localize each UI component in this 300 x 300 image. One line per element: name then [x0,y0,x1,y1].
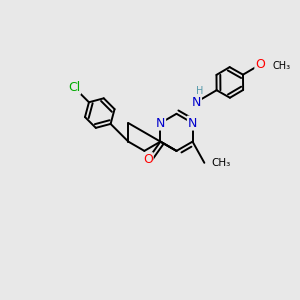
Text: O: O [143,153,153,166]
Text: Cl: Cl [68,81,80,94]
Text: N: N [192,96,201,109]
Text: N: N [188,117,197,130]
Text: H: H [196,86,203,96]
Text: CH₃: CH₃ [212,158,231,168]
Text: N: N [156,117,165,130]
Text: CH₃: CH₃ [273,61,291,71]
Text: O: O [255,58,265,71]
